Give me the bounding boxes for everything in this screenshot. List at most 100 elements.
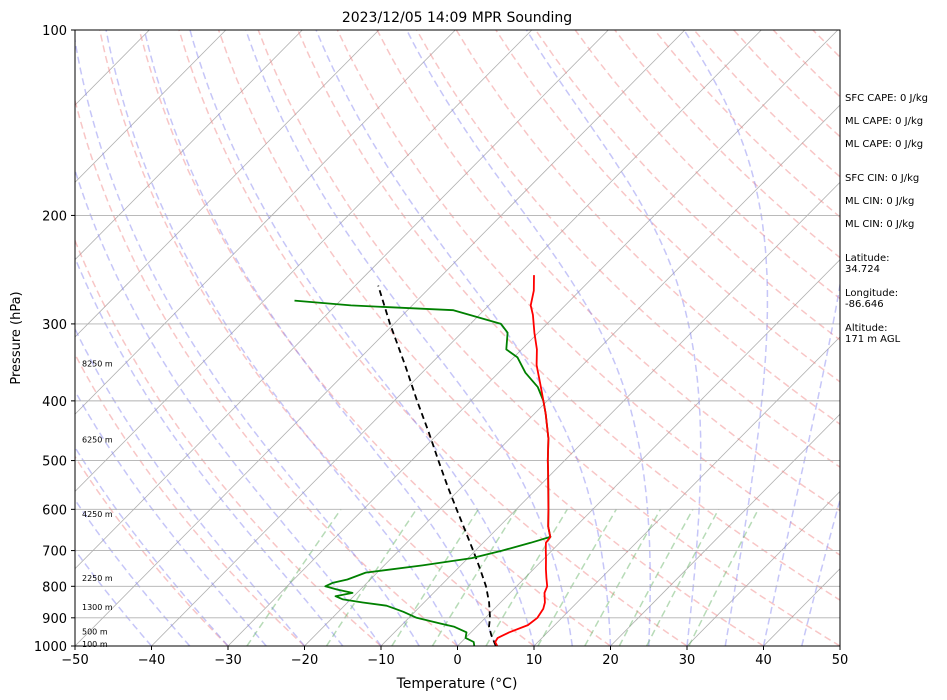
isotherm-line bbox=[304, 104, 840, 646]
moist-adiabat-line bbox=[762, 280, 840, 646]
moist-adiabat-line bbox=[245, 30, 574, 646]
moist-adiabat-line bbox=[75, 389, 267, 646]
isotherm-line bbox=[457, 259, 840, 646]
x-tick-label: 50 bbox=[832, 653, 849, 668]
dewpoint-line bbox=[294, 299, 552, 646]
mixing-ratio-line bbox=[688, 508, 759, 646]
dry-adiabat-line bbox=[297, 30, 840, 602]
x-axis-label: Temperature (°C) bbox=[396, 676, 518, 692]
stat-altitude: Altitude: 171 m AGL bbox=[845, 323, 901, 345]
x-tick-label: −50 bbox=[61, 653, 88, 668]
y-tick-label: 1000 bbox=[34, 640, 67, 655]
stat-sfc-cape: SFC CAPE: 0 J/kg bbox=[845, 93, 928, 104]
sounding-profiles bbox=[294, 275, 552, 646]
isotherm-line bbox=[75, 30, 303, 261]
dry-adiabat-line bbox=[75, 238, 382, 646]
moist-adiabat-line bbox=[801, 497, 840, 646]
x-tick-label: 40 bbox=[755, 653, 772, 668]
y-tick-label: 900 bbox=[42, 612, 67, 627]
x-tick-label: −20 bbox=[291, 653, 318, 668]
isotherm-line bbox=[533, 336, 840, 646]
y-tick-label: 100 bbox=[42, 24, 67, 39]
isotherm-line bbox=[380, 181, 840, 646]
y-tick-label: 600 bbox=[42, 503, 67, 518]
dry-adiabat-line bbox=[75, 97, 458, 646]
plot-frame bbox=[74, 29, 841, 647]
y-tick-label: 400 bbox=[42, 395, 67, 410]
dry-adiabat-line bbox=[534, 30, 840, 341]
moist-adiabat-line bbox=[75, 498, 191, 646]
dry-adiabat-line bbox=[376, 30, 840, 512]
moist-adiabat-line bbox=[75, 36, 420, 646]
height-label: 1300 m bbox=[82, 603, 113, 612]
moist-adiabat-line bbox=[406, 30, 651, 646]
temperature-line bbox=[494, 275, 552, 646]
chart-title: 2023/12/05 14:09 MPR Sounding bbox=[342, 10, 572, 26]
isotherm-line bbox=[227, 30, 839, 646]
stat-ml-cape-2: ML CAPE: 0 J/kg bbox=[845, 139, 924, 150]
stat-latitude: Latitude: 34.724 bbox=[845, 253, 890, 275]
isotherm-line bbox=[75, 30, 686, 646]
stat-longitude: Longitude: -86.646 bbox=[845, 288, 899, 310]
isotherm-line bbox=[686, 490, 840, 646]
height-label: 4250 m bbox=[82, 510, 113, 519]
isotherm-line bbox=[75, 30, 609, 570]
moist-adiabat-line bbox=[75, 445, 229, 646]
moist-adiabat-line bbox=[105, 30, 459, 646]
isobar-grid bbox=[75, 214, 840, 619]
moist-adiabat-line bbox=[75, 327, 306, 646]
isotherm-line bbox=[151, 30, 762, 646]
dry-adiabat-line bbox=[75, 455, 229, 646]
moist-adiabat-line bbox=[315, 30, 612, 646]
moist-adiabat-line bbox=[189, 30, 535, 646]
x-axis: −50 −40 −30 −20 −10 0 10 20 30 40 50 bbox=[61, 646, 848, 668]
y-tick-label: 700 bbox=[42, 545, 67, 560]
stat-ml-cape: ML CAPE: 0 J/kg bbox=[845, 116, 924, 127]
moist-adiabat-line bbox=[525, 30, 702, 646]
isotherm-line bbox=[610, 413, 840, 646]
dry-adiabat-line bbox=[178, 30, 688, 646]
height-label: 100 m bbox=[82, 640, 108, 649]
moist-adiabat-line bbox=[75, 167, 382, 646]
y-tick-label: 800 bbox=[42, 580, 67, 595]
dry-adiabat-line bbox=[138, 30, 611, 646]
mixing-ratio-line bbox=[431, 508, 518, 646]
x-tick-label: 20 bbox=[602, 653, 619, 668]
background-lines bbox=[75, 30, 840, 646]
isotherm-line bbox=[75, 30, 380, 338]
stat-ml-cin: ML CIN: 0 J/kg bbox=[845, 196, 915, 207]
height-label: 500 m bbox=[82, 627, 108, 636]
y-axis: 100 200 300 400 500 600 700 800 900 1000 bbox=[34, 24, 75, 655]
isotherm-line bbox=[75, 30, 533, 493]
dry-adiabat-line bbox=[217, 30, 764, 646]
y-axis-label: Pressure (hPa) bbox=[9, 291, 24, 384]
height-label: 8250 m bbox=[82, 360, 113, 369]
stat-sfc-cin: SFC CIN: 0 J/kg bbox=[845, 173, 920, 184]
moist-adiabat-line bbox=[683, 30, 769, 646]
isotherm-line bbox=[75, 30, 456, 415]
moist-adiabat-line bbox=[143, 30, 497, 646]
height-label: 6250 m bbox=[82, 435, 113, 444]
height-labels: 100 m 500 m 1300 m 2250 m 4250 m 6250 m 8250 m bbox=[82, 360, 113, 650]
x-tick-label: −30 bbox=[214, 653, 241, 668]
x-tick-label: 30 bbox=[679, 653, 696, 668]
x-tick-label: 10 bbox=[526, 653, 543, 668]
dry-adiabat-line bbox=[574, 30, 840, 300]
x-tick-label: −40 bbox=[138, 653, 165, 668]
dry-adiabat-line bbox=[336, 30, 840, 556]
isotherm-line bbox=[75, 30, 227, 183]
mixing-ratio-line bbox=[325, 508, 418, 646]
moist-adiabat-line bbox=[75, 548, 153, 646]
dry-adiabat-line bbox=[98, 30, 535, 646]
y-tick-label: 500 bbox=[42, 455, 67, 470]
y-tick-label: 200 bbox=[42, 209, 67, 224]
dry-adiabat-line bbox=[257, 30, 840, 646]
x-tick-label: −10 bbox=[367, 653, 394, 668]
x-tick-label: 0 bbox=[453, 653, 461, 668]
stat-ml-cin-2: ML CIN: 0 J/kg bbox=[845, 219, 915, 230]
mixing-ratio-line bbox=[584, 508, 662, 646]
y-tick-label: 300 bbox=[42, 318, 67, 333]
moist-adiabat-line bbox=[75, 256, 344, 646]
parcel-line bbox=[377, 285, 497, 646]
